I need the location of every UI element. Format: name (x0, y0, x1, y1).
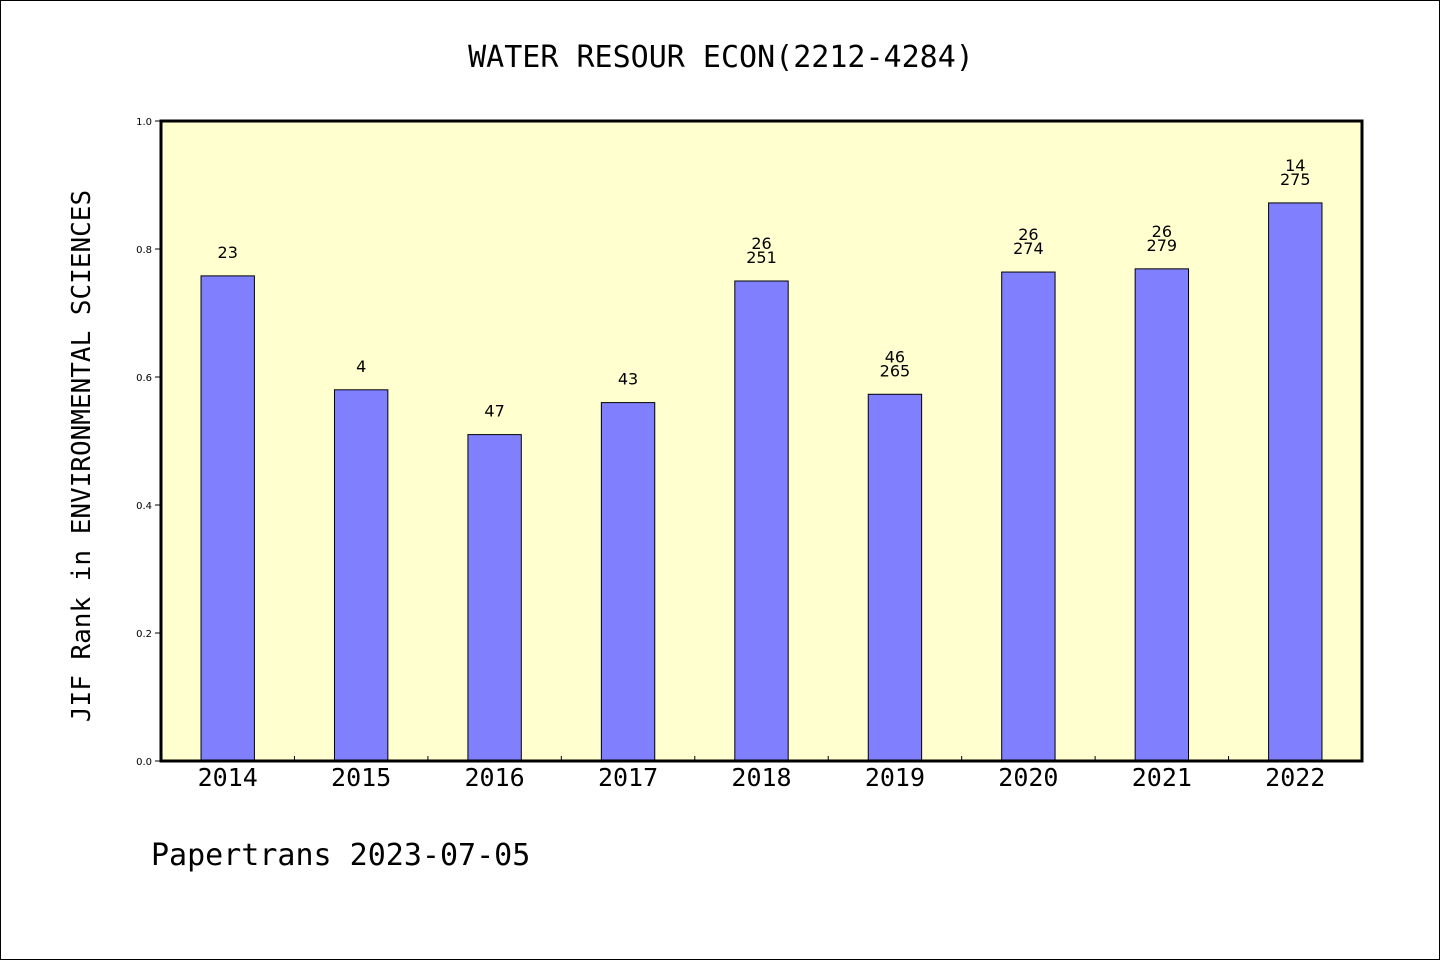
y-axis-label: JIF Rank in ENVIRONMENTAL SCIENCES (67, 190, 97, 722)
y-tick-label: 0.4 (136, 501, 152, 512)
x-tick-label-2016: 2016 (465, 763, 525, 792)
data-label-2018-2: 251 (746, 248, 777, 267)
bar-2018 (734, 280, 789, 762)
y-tick-label: 0.2 (136, 629, 152, 640)
y-tick-label: 0.0 (136, 757, 152, 768)
data-label-2019-2: 265 (880, 361, 911, 380)
y-tick-label: 1.0 (136, 117, 152, 128)
x-tick-label-2017: 2017 (598, 763, 658, 792)
x-tick-label-2021: 2021 (1132, 763, 1192, 792)
footer-credit: Papertrans 2023-07-05 (151, 838, 530, 873)
data-label-2020-2: 274 (1013, 239, 1044, 258)
data-label-2022-2: 275 (1280, 170, 1311, 189)
bar-2021 (1134, 268, 1190, 762)
bar-2019 (867, 393, 923, 762)
x-tick-label-2020: 2020 (998, 763, 1058, 792)
data-label-2022-1: 14 (1285, 156, 1305, 175)
x-tick-label-2015: 2015 (331, 763, 391, 792)
data-label-2020-1: 26 (1018, 225, 1038, 244)
data-label-2015-1: 4 (356, 357, 366, 376)
data-label-2021-2: 279 (1147, 236, 1178, 255)
bar-2020 (1001, 271, 1056, 762)
bar-2016 (467, 434, 522, 762)
data-label-2016-1: 47 (484, 402, 504, 421)
data-label-2021-1: 26 (1152, 222, 1172, 241)
y-tick-label: 0.8 (136, 245, 152, 256)
bars-layer (200, 202, 1323, 762)
data-label-2019-1: 46 (885, 347, 905, 366)
plot-border (159, 119, 1364, 763)
x-tick-label-2018: 2018 (731, 763, 791, 792)
bar-2015 (333, 389, 389, 762)
bar-2017 (600, 402, 656, 762)
chart-title: WATER RESOUR ECON(2212-4284) (468, 40, 974, 75)
x-tick-label-2014: 2014 (198, 763, 258, 792)
x-axis: 2014 2015 2016 2017 2018 2019 2020 2021 2022 (198, 756, 1325, 792)
data-label-2017-1: 43 (618, 370, 638, 389)
bar-2014 (200, 275, 255, 762)
x-tick-label-2019: 2019 (865, 763, 925, 792)
data-label-2018-1: 26 (751, 234, 771, 253)
data-label-2014-1: 23 (218, 243, 238, 262)
x-tick-label-2022: 2022 (1265, 763, 1325, 792)
bar-2022 (1268, 202, 1323, 762)
y-tick-label: 0.6 (136, 373, 152, 384)
y-axis: 0.0 0.2 0.4 0.6 0.8 1.0 (136, 117, 161, 768)
